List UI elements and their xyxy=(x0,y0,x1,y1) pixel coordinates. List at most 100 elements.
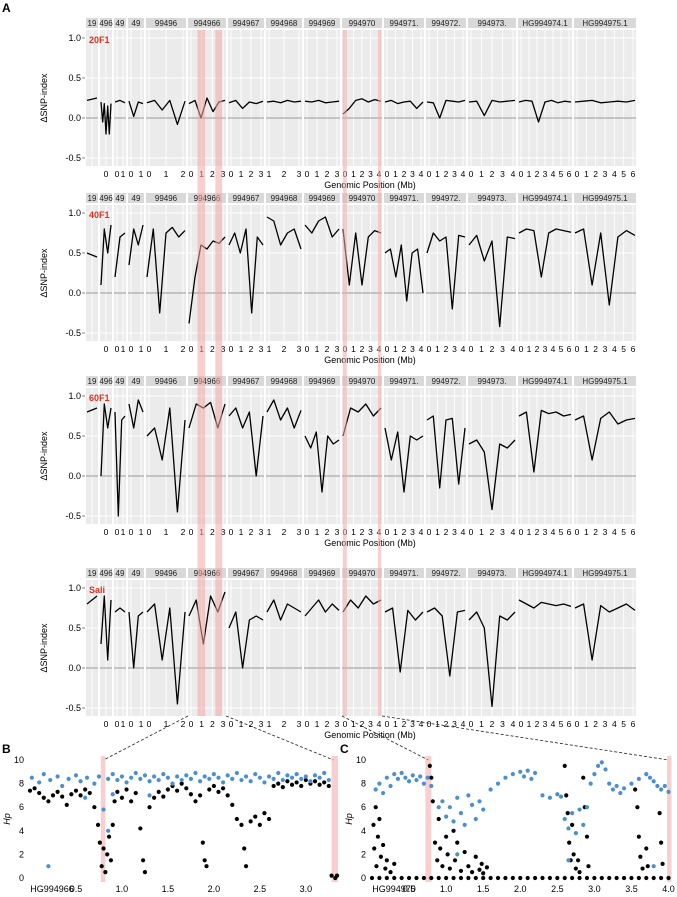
hp-point-black xyxy=(280,785,285,790)
facet-panel: 994969 0 1 2 3 xyxy=(304,568,340,729)
facet-panel: 99496 0 1 2 xyxy=(146,18,186,179)
x-tick-label: 1 xyxy=(164,527,169,537)
x-tick-label: 3 xyxy=(221,169,226,179)
facet-strip-label: 19 xyxy=(88,377,97,386)
hp-point-black xyxy=(495,875,501,881)
facet-strip xyxy=(146,193,186,203)
facet-strip-label: 99496 xyxy=(155,569,178,578)
facet-strip xyxy=(228,193,264,203)
x-tick-label: 1 xyxy=(393,344,398,354)
facet-panel: 49 0 1 xyxy=(128,18,144,179)
x-tick-label: 1 xyxy=(139,344,144,354)
facet-panel: HG994975.1 0 1 2 3 4 5 6 xyxy=(574,18,636,179)
hp-point-black xyxy=(60,794,65,799)
facet-strip-label: 994971. xyxy=(390,194,419,203)
x-tick-label: 0 xyxy=(575,719,580,729)
x-tick-label: HG994966 xyxy=(30,884,74,894)
x-tick-label: 2 xyxy=(181,169,186,179)
x-tick-label: 0 xyxy=(519,344,524,354)
x-tick-label: 3 xyxy=(410,344,415,354)
hp-point-blue xyxy=(37,780,42,785)
hp-point-black xyxy=(481,875,486,881)
hp-point-black xyxy=(621,875,627,881)
hp-point-black xyxy=(140,858,146,863)
x-tick-label: 1 xyxy=(267,344,272,354)
hp-point-blue xyxy=(266,774,272,779)
group-label: 60F1 xyxy=(89,393,110,403)
facet-strip xyxy=(100,376,112,386)
delta-snp-trace xyxy=(100,595,112,661)
facet-strip xyxy=(304,376,340,386)
hp-point-black xyxy=(438,846,443,851)
hp-point-black xyxy=(570,822,575,828)
hp-point-blue xyxy=(280,777,285,783)
x-tick-label: 1 xyxy=(435,169,440,179)
facet-panel: HG994975.1 0 1 2 3 4 5 6 xyxy=(574,193,636,354)
x-tick-label: 2 xyxy=(444,527,449,537)
hp-point-blue xyxy=(138,776,143,781)
facet-strip-label: 19 xyxy=(88,569,97,578)
x-tick-label: 2 xyxy=(490,169,495,179)
hp-point-black xyxy=(276,781,281,786)
facet-strip xyxy=(518,568,572,578)
delta-snp-trace xyxy=(86,595,98,605)
facet-panel: 994973. 0 1 2 3 4 xyxy=(468,568,516,729)
hp-point-black xyxy=(455,840,460,845)
x-tick-label: 0 xyxy=(104,169,109,179)
x-tick-label: 1 xyxy=(479,527,484,537)
facet-strip-label: 994967 xyxy=(233,19,260,28)
hp-point-blue xyxy=(299,776,304,781)
facet-strip xyxy=(266,568,302,578)
facet-strip-label: HG994975.1 xyxy=(582,194,628,203)
hp-point-blue xyxy=(410,773,415,778)
facet-strip-label: 49 xyxy=(132,569,141,578)
facet-strip-label: HG994975.1 xyxy=(582,377,628,386)
hp-point-black xyxy=(657,811,662,816)
facet-panel: 994971. 0 1 2 3 4 xyxy=(384,376,424,537)
hp-point-blue xyxy=(495,781,501,786)
hp-point-blue xyxy=(78,779,83,784)
delta-snp-trace xyxy=(574,99,636,104)
hp-point-black xyxy=(197,793,203,798)
facet-panel: 99496 0 1 2 xyxy=(146,568,186,729)
hp-point-black xyxy=(329,873,334,878)
hp-point-blue xyxy=(662,783,667,789)
hp-point-black xyxy=(525,875,530,881)
x-tick-label: 1 xyxy=(584,527,589,537)
facet-panel: 994969 0 1 2 3 xyxy=(304,376,340,537)
x-tick-label: 2 xyxy=(181,527,186,537)
x-tick-label: 1 xyxy=(584,169,589,179)
hp-point-blue xyxy=(60,783,65,789)
facet-strip-label: HG994974.1 xyxy=(522,569,568,578)
hp-point-black xyxy=(101,846,106,851)
x-tick-label: 3 xyxy=(368,719,373,729)
delta-snp-trace xyxy=(304,99,340,104)
hp-point-blue xyxy=(503,775,508,780)
hp-point-black xyxy=(97,840,102,845)
hp-point-black xyxy=(303,777,308,783)
facet-strip xyxy=(426,376,466,386)
facet-panel: 994967 0 1 2 3 xyxy=(228,376,264,537)
x-tick-label: 3 xyxy=(452,344,457,354)
hp-point-blue xyxy=(66,776,71,781)
connector-line xyxy=(381,715,669,761)
y-tick-label: 6 xyxy=(19,802,24,812)
x-tick-label: 0 xyxy=(104,527,109,537)
facet-background xyxy=(304,205,340,341)
y-tick-label: 4 xyxy=(19,826,24,836)
facet-strip xyxy=(468,376,516,386)
facet-panel: 994972. 0 1 2 3 4 xyxy=(426,376,466,537)
facet-panel: 496 0 xyxy=(99,568,113,729)
hp-point-black xyxy=(115,789,120,794)
facet-strip xyxy=(128,376,144,386)
highlight-band xyxy=(342,30,347,716)
hp-point-black xyxy=(377,875,382,881)
hp-point-black xyxy=(584,834,590,839)
delta-snp-trace xyxy=(114,232,126,278)
facet-strip-label: 994970 xyxy=(349,569,376,578)
y-tick-label: 8 xyxy=(361,779,366,789)
hp-point-blue xyxy=(566,858,571,863)
hp-point-blue xyxy=(165,775,171,780)
hp-point-black xyxy=(369,875,375,881)
